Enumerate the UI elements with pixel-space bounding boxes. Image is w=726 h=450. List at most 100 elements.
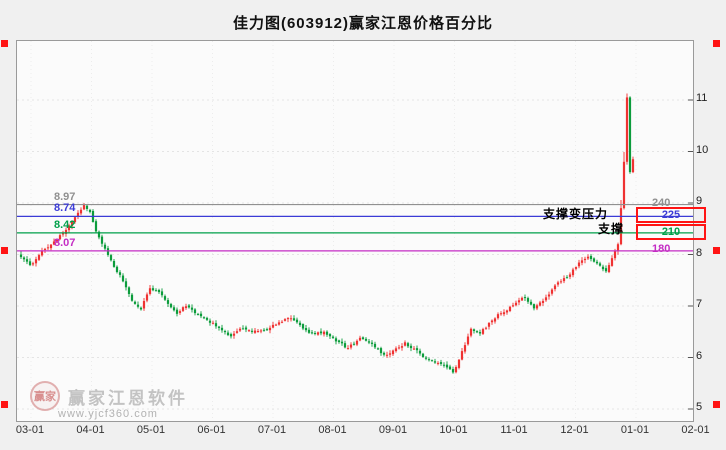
selection-handle-mid-right[interactable] xyxy=(713,247,720,254)
candle xyxy=(163,296,167,300)
level-percent-label: 240 xyxy=(652,196,671,209)
x-axis-label: 01-01 xyxy=(620,424,650,436)
candle xyxy=(361,337,365,340)
candle xyxy=(178,311,182,313)
candle xyxy=(418,350,422,354)
candle xyxy=(439,362,443,364)
candle xyxy=(505,310,509,313)
selection-handle-bottom-right[interactable] xyxy=(713,401,720,408)
candle xyxy=(493,318,497,322)
level-annotation-box[interactable]: 225 xyxy=(636,207,706,224)
chart-title: 佳力图(603912)赢家江恩价格百分比 xyxy=(232,15,494,32)
x-axis-label: 02-01 xyxy=(681,424,710,436)
candle xyxy=(52,241,56,245)
candle xyxy=(40,250,44,256)
candle xyxy=(118,272,122,275)
candle xyxy=(547,294,551,297)
candle xyxy=(67,225,71,231)
y-axis-label: 5 xyxy=(696,401,703,413)
candlestick-canvas[interactable] xyxy=(17,41,693,421)
candle xyxy=(115,266,119,273)
candle xyxy=(511,305,515,307)
selection-handle-top-left[interactable] xyxy=(1,40,8,47)
candle xyxy=(427,359,431,361)
candle xyxy=(202,317,206,319)
candle xyxy=(568,274,572,277)
candle xyxy=(367,341,371,343)
candle xyxy=(199,313,203,317)
candle xyxy=(517,300,521,303)
x-axis-label: 07-01 xyxy=(257,424,287,436)
x-axis-label: 08-01 xyxy=(318,424,347,436)
candle xyxy=(337,340,341,343)
candle xyxy=(403,342,407,346)
level-price-label: 8.97 xyxy=(54,190,76,203)
x-axis-label: 04-01 xyxy=(76,424,105,436)
candle xyxy=(19,254,23,258)
candle xyxy=(55,240,59,242)
candle xyxy=(73,217,77,223)
candle xyxy=(508,306,512,312)
candle xyxy=(142,301,146,309)
candle xyxy=(343,343,347,348)
candle xyxy=(280,321,284,323)
selection-handle-bottom-left[interactable] xyxy=(1,401,8,408)
candle xyxy=(319,331,323,334)
candle xyxy=(166,300,170,304)
candle xyxy=(346,348,350,350)
candle xyxy=(127,287,131,295)
candle xyxy=(583,258,587,261)
annotation-support: 支撑 xyxy=(598,222,625,236)
candle xyxy=(328,334,332,337)
candle xyxy=(112,260,116,267)
candle xyxy=(223,331,227,333)
candle xyxy=(322,331,326,335)
candle xyxy=(25,259,29,262)
candle xyxy=(553,285,557,290)
candle xyxy=(400,346,404,348)
candle xyxy=(196,313,200,315)
candle xyxy=(130,294,134,301)
candle xyxy=(502,312,506,315)
candle xyxy=(475,331,479,333)
x-axis-label: 10-01 xyxy=(439,424,468,436)
candle xyxy=(373,343,377,348)
candle xyxy=(190,307,194,310)
candle xyxy=(70,221,74,227)
candle xyxy=(121,275,125,282)
candle xyxy=(484,327,488,329)
candle xyxy=(520,297,524,301)
selection-handle-top-right[interactable] xyxy=(713,40,720,47)
level-annotation-box[interactable]: 210 xyxy=(636,223,706,240)
candle xyxy=(385,354,389,356)
candle xyxy=(139,307,143,310)
candle xyxy=(64,229,68,234)
candle xyxy=(28,261,32,266)
candle xyxy=(193,309,197,314)
candle xyxy=(586,256,590,259)
candle xyxy=(310,332,314,334)
candle xyxy=(226,332,230,336)
candle xyxy=(37,255,41,260)
candle xyxy=(436,362,440,364)
candle xyxy=(154,290,158,292)
candle xyxy=(79,209,83,214)
candle xyxy=(550,289,554,294)
candle xyxy=(265,329,269,331)
candle xyxy=(598,263,602,266)
candle xyxy=(145,294,149,301)
candle xyxy=(58,235,62,240)
y-axis-label: 10 xyxy=(696,143,709,156)
candle xyxy=(457,359,461,368)
candle xyxy=(613,251,617,259)
selection-handle-mid-left[interactable] xyxy=(1,247,8,254)
candle xyxy=(562,278,566,282)
candle xyxy=(238,328,242,331)
candle xyxy=(43,248,47,251)
y-axis-label: 11 xyxy=(696,92,708,104)
candle xyxy=(301,324,305,329)
candle xyxy=(181,307,185,311)
candle xyxy=(85,205,89,209)
candle xyxy=(241,328,245,330)
candle xyxy=(628,97,632,173)
